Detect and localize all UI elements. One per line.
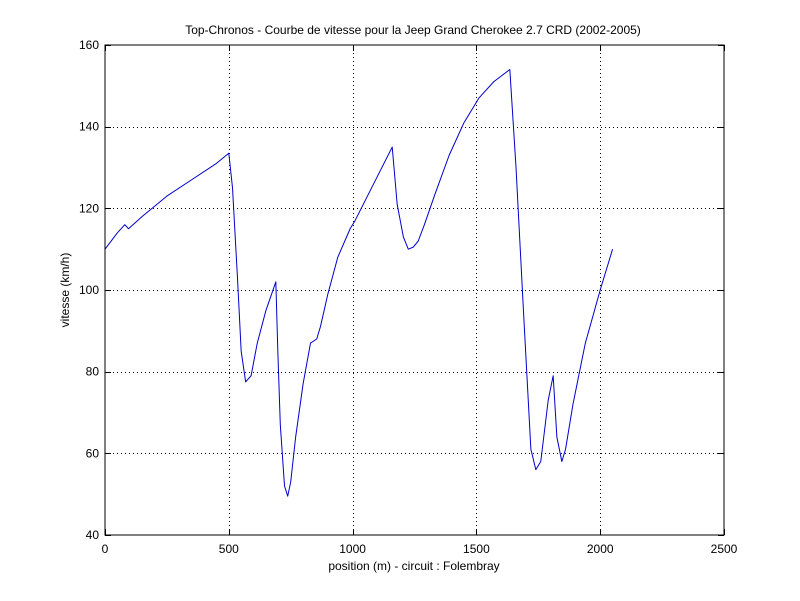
y-tick-label: 140 [79,120,99,134]
y-tick-label: 160 [79,38,99,52]
plot-background [105,45,724,535]
x-tick-label: 2000 [587,542,614,556]
series-layer [104,69,614,497]
y-axis-label: vitesse (km/h) [58,253,72,328]
x-tick-label: 1500 [463,542,490,556]
y-tick-label: 120 [79,201,99,215]
x-tick-label: 500 [219,542,239,556]
y-tick-label: 60 [86,446,100,460]
y-tick-label: 100 [79,283,99,297]
y-tick-label: 40 [86,528,100,542]
x-axis-label: position (m) - circuit : Folembray [328,559,499,573]
axis-ticks [105,45,725,536]
speed-series-line [104,69,614,497]
plot-frame [104,44,725,536]
x-tick-label: 1000 [339,542,366,556]
x-tick-label: 2500 [711,542,738,556]
plot-area [104,44,725,536]
x-tick-label: 0 [102,542,109,556]
y-tick-label: 80 [86,365,100,379]
y-tick-labels: 40 60 80 100 120 140 160 [79,38,99,542]
x-tick-labels: 0 500 1000 1500 2000 2500 [102,542,738,556]
chart-title: Top-Chronos - Courbe de vitesse pour la … [185,23,641,37]
